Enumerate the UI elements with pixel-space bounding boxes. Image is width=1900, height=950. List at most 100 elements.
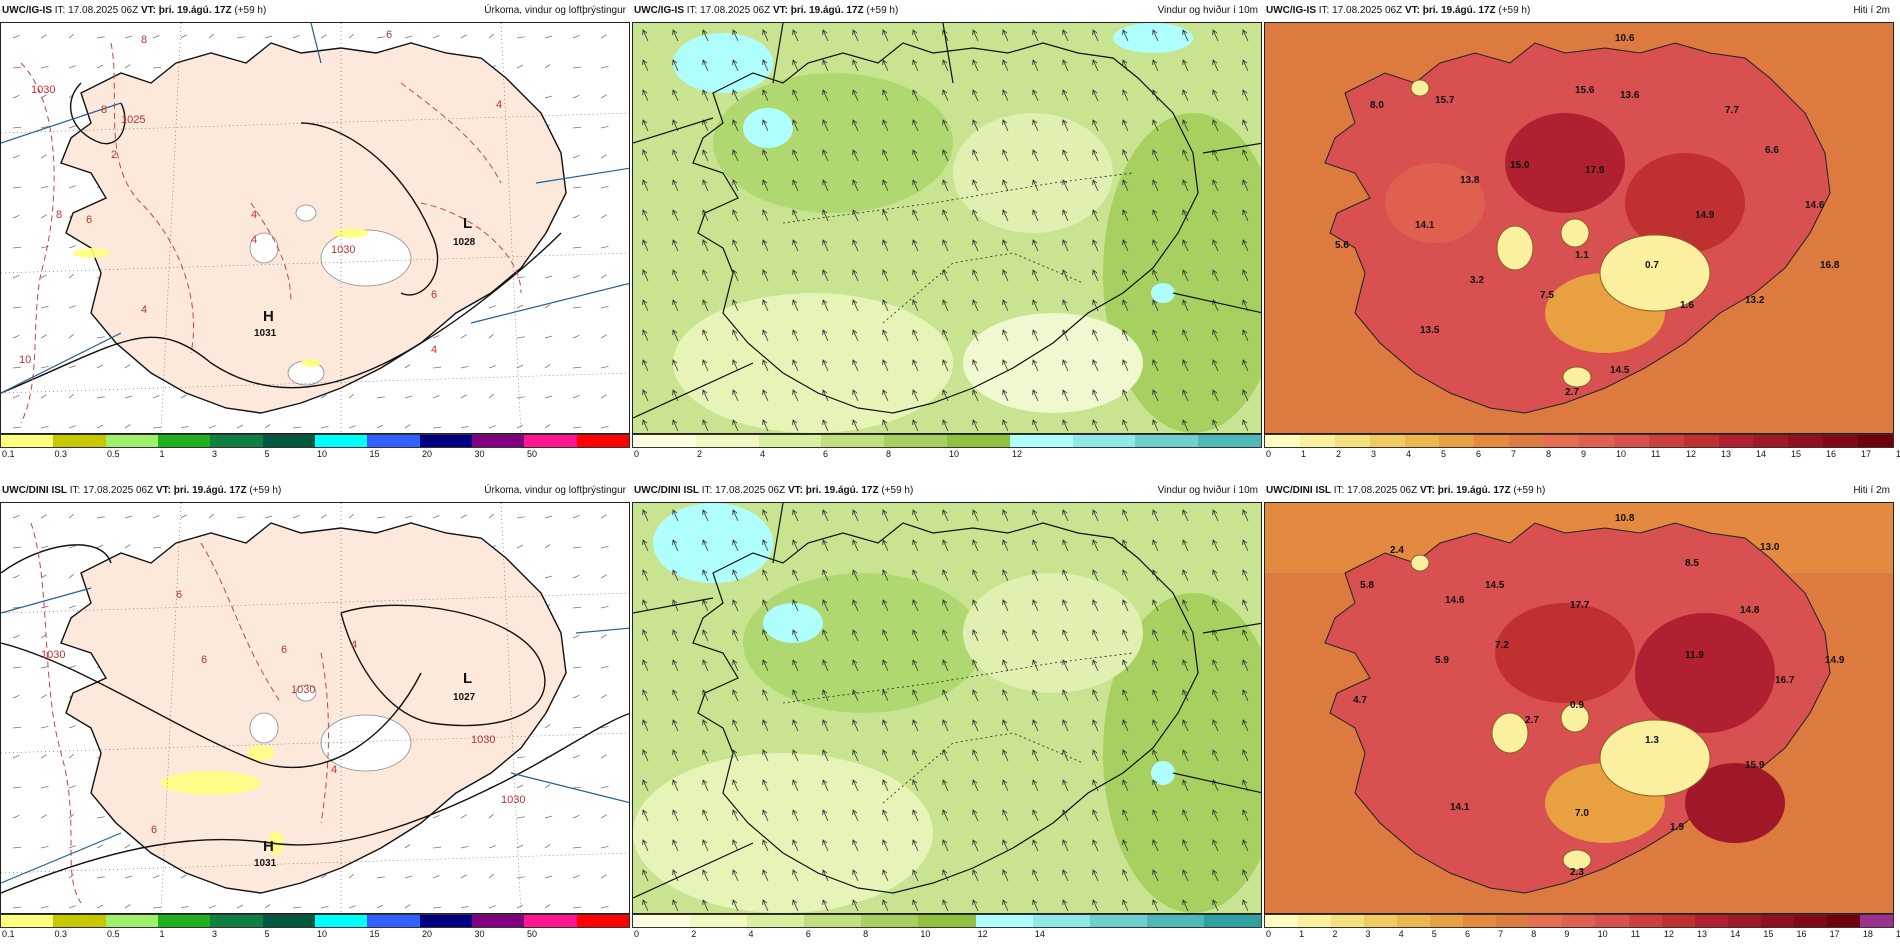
wind-barb (404, 844, 411, 849)
wind-barb (236, 516, 245, 519)
wind-barb (628, 667, 629, 668)
wind-arrow (672, 179, 679, 192)
map-area (632, 502, 1262, 914)
wind-arrow (1032, 629, 1039, 642)
panel-title: Úrkoma, vindur og loftþrýstingur (484, 485, 626, 496)
wind-barb (404, 875, 413, 879)
wind-arrow (762, 659, 769, 672)
wind-arrow (672, 899, 679, 912)
wind-barb (68, 813, 75, 819)
wind-arrow (912, 899, 919, 912)
wind-barb (460, 365, 469, 369)
temperature-value-label: 16.8 (1820, 260, 1840, 271)
wind-arrow (1212, 539, 1219, 552)
wind-arrow (972, 539, 979, 552)
wind-barb (180, 425, 189, 429)
wind-barb (572, 34, 580, 39)
legend-tick-label: 5 (264, 449, 270, 459)
isoline-label: 6 (386, 29, 392, 41)
wind-arrow (1122, 869, 1129, 882)
wind-arrow (1062, 419, 1069, 432)
legend-tick-label: 12 (1012, 449, 1023, 459)
legend-swatch (1265, 435, 1300, 447)
wind-arrow (1032, 329, 1039, 342)
wind-arrow (882, 869, 889, 882)
wind-arrow (672, 269, 679, 282)
legend-swatch (53, 435, 106, 447)
wind-barb (12, 66, 22, 69)
wind-barb (40, 785, 49, 789)
wind-arrow (732, 299, 739, 312)
wind-arrow (912, 179, 919, 192)
wind-arrow (972, 299, 979, 312)
wind-barb (628, 67, 629, 68)
wind-arrow (732, 749, 739, 762)
model-name: UWC/DINI ISL (634, 485, 699, 496)
wind-barb (68, 605, 76, 609)
wind-barb (516, 876, 525, 879)
wind-arrow (972, 89, 979, 102)
wind-barb (488, 905, 496, 909)
wind-arrow (822, 539, 829, 552)
wind-arrow (792, 89, 799, 102)
legend-swatch (633, 435, 696, 447)
wind-barb (544, 95, 553, 99)
wind-barb (40, 754, 47, 759)
wind-barb (572, 814, 580, 819)
wind-arrow (792, 839, 799, 852)
wind-arrow (882, 809, 889, 822)
wind-arrow (702, 509, 709, 522)
wind-arrow (852, 389, 859, 402)
wind-arrow (942, 749, 949, 762)
legend-tick-label: 10 (949, 449, 960, 459)
wind-arrow (642, 269, 649, 282)
glaciers (249, 204, 412, 386)
wind-arrow (1122, 239, 1129, 252)
legend-tick-label: 13 (1721, 449, 1732, 459)
wind-barb (236, 904, 244, 909)
temperature-fill (1495, 603, 1785, 843)
wind-barb (12, 426, 22, 429)
wind-barb (516, 276, 525, 279)
wind-arrow (942, 779, 949, 792)
wind-arrow (1242, 659, 1249, 672)
legend-swatch (946, 435, 1010, 447)
legend-tick-label: 0.1 (2, 449, 15, 459)
wind-arrow (732, 29, 739, 42)
wind-barb (96, 904, 104, 909)
wind-arrow (822, 389, 829, 402)
wind-barb (488, 33, 495, 39)
wind-arrow (852, 659, 859, 672)
wind-arrow (1242, 899, 1249, 912)
wind-arrow (852, 689, 859, 702)
wind-arrow (762, 509, 769, 522)
wind-arrow (1122, 899, 1129, 912)
panel-header: UWC/IG-IS IT: 17.08.2025 06Z VT: þri. 19… (0, 0, 630, 22)
isoline-label: 1030 (41, 649, 65, 661)
temperature-value-label: 14.9 (1825, 655, 1845, 666)
wind-arrow (1092, 119, 1099, 132)
legend-tick-label: 10 (1597, 929, 1608, 939)
wind-arrow (1212, 389, 1219, 402)
temperature-value-label: 7.0 (1575, 808, 1589, 819)
temperature-value-label: 5.9 (1435, 655, 1449, 666)
temperature-value-label: 7.7 (1725, 105, 1739, 116)
wind-arrow (912, 509, 919, 522)
wind-arrow (942, 509, 949, 522)
wind-arrow (942, 209, 949, 222)
wind-barb (544, 575, 553, 579)
wind-arrow (822, 509, 829, 522)
wind-arrow (1152, 809, 1159, 822)
wind-arrow (822, 659, 829, 672)
wind-arrow (822, 569, 829, 582)
wind-arrow (1002, 359, 1009, 372)
temperature-value-label: 11.9 (1685, 650, 1704, 661)
wind-arrow (702, 359, 709, 372)
legend-swatch (419, 435, 472, 447)
wind-barb (572, 786, 582, 789)
wind-arrow (822, 779, 829, 792)
wind-arrow (882, 119, 889, 132)
wind-arrow (972, 569, 979, 582)
legend-swatch (1509, 435, 1545, 447)
model-name: UWC/IG-IS (1266, 5, 1316, 16)
